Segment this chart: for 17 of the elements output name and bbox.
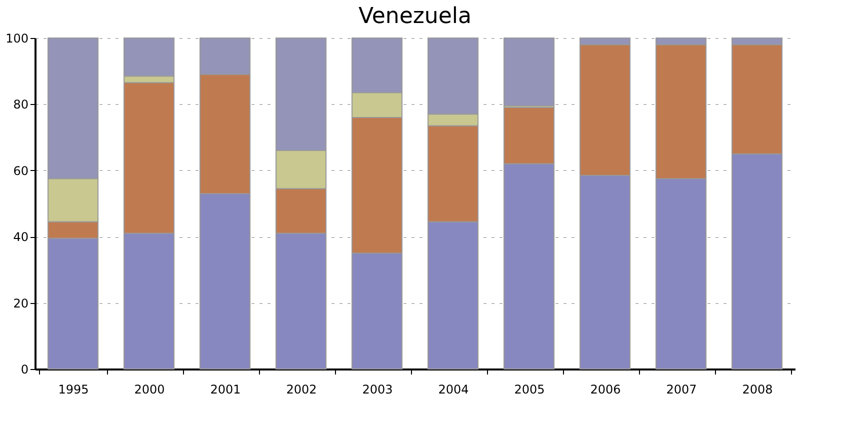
x-tick-label: 2005	[514, 382, 545, 396]
x-tick-label: 2008	[742, 382, 773, 396]
x-tick-label: 2002	[286, 382, 317, 396]
y-tick-label: 40	[13, 230, 28, 244]
x-tick-label: 2003	[362, 382, 393, 396]
x-tick-label: 2004	[438, 382, 469, 396]
x-tick-label: 2007	[666, 382, 697, 396]
y-tick-label: 80	[13, 98, 28, 112]
x-tick-label: 2001	[210, 382, 241, 396]
y-tick-label: 60	[13, 164, 28, 178]
y-tick-label: 100	[6, 32, 28, 46]
y-tick-label: 20	[13, 296, 28, 310]
x-tick-label: 2006	[590, 382, 621, 396]
chart-title: Venezuela	[358, 4, 472, 29]
x-tick-label: 1995	[58, 382, 89, 396]
x-tick-label: 2000	[134, 382, 165, 396]
y-tick-label: 0	[20, 362, 28, 376]
